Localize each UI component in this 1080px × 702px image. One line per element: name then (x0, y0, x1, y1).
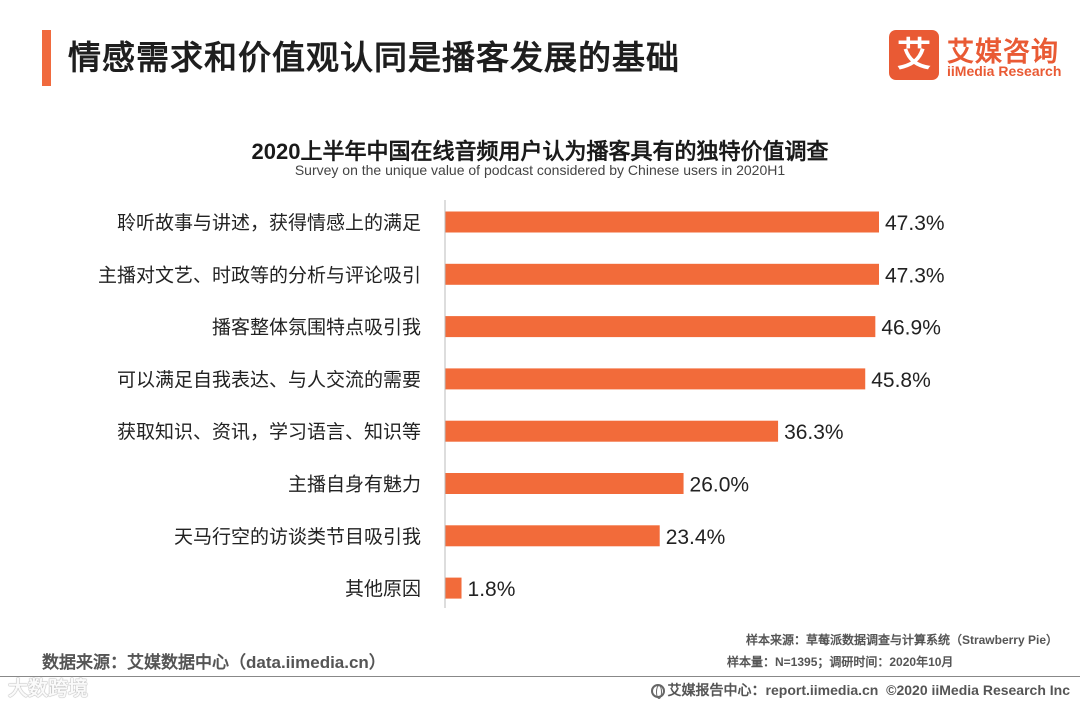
bar (445, 473, 684, 494)
category-label: 其他原因 (345, 578, 421, 600)
sample-size: 样本量：N=1395；调研时间：2020年10月 (727, 655, 954, 669)
footer-divider (0, 676, 1080, 677)
category-label: 可以满足自我表达、与人交流的需要 (117, 369, 421, 391)
report-site: 艾媒报告中心：report.iimedia.cn (667, 682, 879, 698)
data-label: 23.4% (666, 526, 726, 549)
copyright: ©2020 iiMedia Research Inc (886, 682, 1070, 698)
brand-logo-block: 艾 艾媒咨询 iiMedia Research (889, 30, 1069, 84)
bar (445, 211, 879, 233)
data-label: 36.3% (784, 421, 844, 444)
title-accent-bar (42, 30, 51, 86)
brand-name-en: iiMedia Research (947, 63, 1062, 79)
data-label: 26.0% (690, 474, 750, 497)
data-label: 47.3% (885, 264, 945, 287)
chart-subtitle: Survey on the unique value of podcast co… (294, 162, 786, 178)
data-label: 46.9% (881, 317, 941, 340)
bar (445, 420, 779, 442)
category-label: 获取知识、资讯，学习语言、知识等 (117, 421, 421, 443)
data-source: 数据来源：艾媒数据中心（data.iimedia.cn） (42, 653, 386, 672)
sample-source: 样本来源：草莓派数据调查与计算系统（Strawberry Pie） (745, 633, 1058, 647)
bar (445, 525, 660, 547)
category-label: 主播自身有魅力 (288, 474, 421, 496)
brand-name-cn: 艾媒咨询 (947, 37, 1059, 67)
category-label: 主播对文艺、时政等的分析与评论吸引 (98, 264, 421, 286)
page-title: 情感需求和价值观认同是播客发展的基础 (68, 39, 680, 76)
category-label: 播客整体氛围特点吸引我 (212, 317, 421, 339)
data-label: 47.3% (885, 212, 945, 235)
chart-title: 2020上半年中国在线音频用户认为播客具有的独特价值调查 (251, 139, 829, 164)
bar (445, 263, 879, 285)
category-label: 天马行空的访谈类节目吸引我 (174, 526, 421, 548)
bar-chart: 聆听故事与讲述，获得情感上的满足 47.3% 主播对文艺、时政等的分析与评论吸引 47… (98, 200, 945, 608)
footer-credits: 艾媒报告中心：report.iimedia.cn ©2020 iiMedia R… (650, 680, 1070, 700)
watermark: 大数跨境 (8, 678, 88, 700)
data-label: 1.8% (468, 578, 516, 601)
data-label: 45.8% (871, 369, 931, 392)
globe-icon (650, 684, 665, 699)
bar (445, 577, 462, 599)
bar (445, 368, 866, 390)
brand-logo-icon: 艾 (889, 30, 939, 80)
category-label: 聆听故事与讲述，获得情感上的满足 (117, 212, 421, 234)
bar (445, 316, 876, 338)
